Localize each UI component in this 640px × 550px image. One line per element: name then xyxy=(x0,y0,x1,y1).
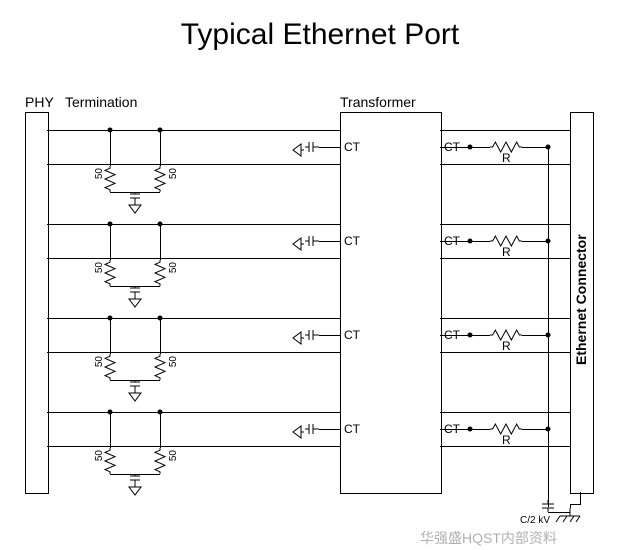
pair3-ct-label-left: CT xyxy=(344,422,360,436)
pair3-term-val2: 50 xyxy=(168,450,179,461)
pair3-wire-top-left xyxy=(47,412,340,413)
pair3-ct-tap-r xyxy=(440,429,470,430)
pair2-ct-tap-r xyxy=(440,335,470,336)
pair0-term-val1: 50 xyxy=(94,168,105,179)
pair1-wire-top-right xyxy=(440,224,570,225)
pair3-ct-wire xyxy=(319,429,340,430)
pair3-wire-top-right xyxy=(440,412,570,413)
pair0-term-drop2 xyxy=(160,130,161,166)
pair0-wire-bot-left xyxy=(47,164,340,165)
watermark-text: 华强盛HQST内部资料 xyxy=(420,528,557,548)
phy-block xyxy=(25,112,49,494)
pair1-ct-tap xyxy=(340,241,341,242)
conn-gnd-drop xyxy=(580,492,581,504)
conn-gnd-v2 xyxy=(570,504,571,508)
pair2-wire-top-right xyxy=(440,318,570,319)
pair2-wire-bot-left xyxy=(47,352,340,353)
pair3-term-val1: 50 xyxy=(94,450,105,461)
pair0-ct-wire xyxy=(319,147,340,148)
transformer-block xyxy=(340,112,442,494)
pair2-term-val1: 50 xyxy=(94,356,105,367)
hvcap-gnd-h xyxy=(548,512,570,513)
pair3-term-drop2 xyxy=(160,412,161,448)
pair1-wire-bot-left xyxy=(47,258,340,259)
pair1-r-dot-top xyxy=(468,239,473,244)
pair2-term-val2: 50 xyxy=(168,356,179,367)
pair3-ct-tap xyxy=(340,429,341,430)
pair2-r-wire2 xyxy=(522,335,548,336)
pair1-term-drop1 xyxy=(110,224,111,260)
connector-label: Ethernet Connector xyxy=(573,200,589,400)
pair3-r-label: R xyxy=(502,433,511,447)
pair1-term-val1: 50 xyxy=(94,262,105,273)
pair3-r-dot-top xyxy=(468,427,473,432)
pair0-r-label: R xyxy=(502,151,511,165)
pair0-wire-top-right xyxy=(440,130,570,131)
pair2-term-drop1 xyxy=(110,318,111,354)
pair0-term-drop1 xyxy=(110,130,111,166)
pair1-ct-wire xyxy=(319,241,340,242)
pair2-ct-wire xyxy=(319,335,340,336)
pair3-term-drop1 xyxy=(110,412,111,448)
pair3-r-wire1 xyxy=(470,429,490,430)
diagram-title: Typical Ethernet Port xyxy=(0,18,640,52)
pair0-ct-tap-r xyxy=(440,147,470,148)
pair2-wire-top-left xyxy=(47,318,340,319)
pair1-term-drop2 xyxy=(160,224,161,260)
pair3-r-wire2 xyxy=(522,429,548,430)
pair0-term-val2: 50 xyxy=(168,168,179,179)
pair1-term-val2: 50 xyxy=(168,262,179,273)
pair1-r-label: R xyxy=(502,245,511,259)
pair2-r-label: R xyxy=(502,339,511,353)
pair0-wire-top-left xyxy=(47,130,340,131)
pair2-term-drop2 xyxy=(160,318,161,354)
pair2-ct-label-left: CT xyxy=(344,328,360,342)
pair1-r-wire2 xyxy=(522,241,548,242)
pair0-r-wire1 xyxy=(470,147,490,148)
pair0-r-wire2 xyxy=(522,147,548,148)
pair1-r-wire1 xyxy=(470,241,490,242)
label-phy: PHY xyxy=(25,94,54,110)
right-bus xyxy=(548,147,549,507)
pair1-ct-tap-r xyxy=(440,241,470,242)
conn-gnd-h xyxy=(570,504,581,505)
pair0-ct-label-left: CT xyxy=(344,140,360,154)
pair2-r-wire1 xyxy=(470,335,490,336)
diagram-canvas: Typical Ethernet Port PHY Termination Tr… xyxy=(0,0,640,550)
pair0-ct-tap xyxy=(340,147,341,148)
pair2-ct-tap xyxy=(340,335,341,336)
label-transformer: Transformer xyxy=(340,94,416,110)
label-termination: Termination xyxy=(65,94,137,110)
pair3-wire-bot-left xyxy=(47,446,340,447)
pair1-wire-top-left xyxy=(47,224,340,225)
pair2-r-dot-top xyxy=(468,333,473,338)
pair0-r-dot-top xyxy=(468,145,473,150)
hv-cap-label: C/2 kV xyxy=(520,515,550,526)
pair1-ct-label-left: CT xyxy=(344,234,360,248)
